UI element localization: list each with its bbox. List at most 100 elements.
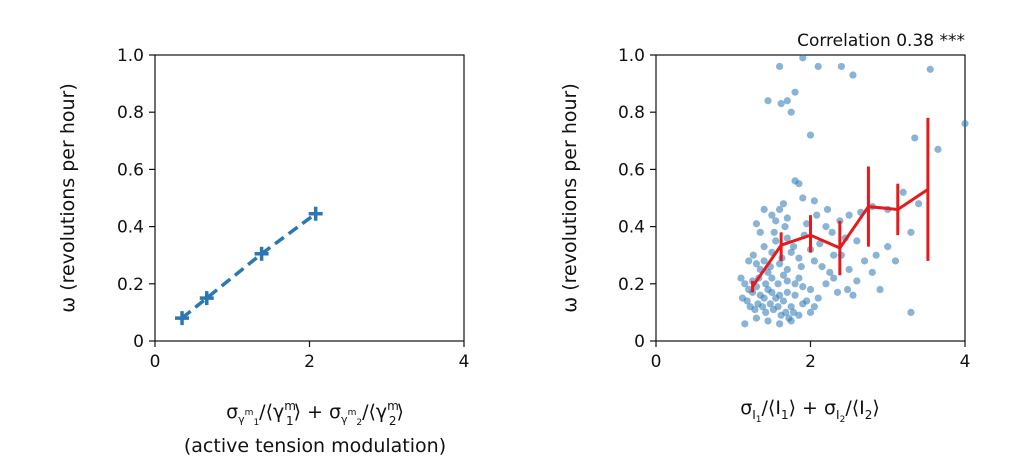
y-tick-label: 0.6	[117, 160, 144, 180]
y-tick-label: 0.6	[618, 160, 645, 180]
scatter-point	[837, 62, 846, 71]
scatter-point	[787, 108, 795, 116]
scatter-point	[868, 268, 876, 276]
scatter-point	[845, 265, 853, 274]
scatter-point	[795, 311, 803, 319]
scatter-point	[741, 320, 749, 328]
y-tick-label: 0	[634, 332, 645, 352]
scatter-point	[830, 251, 838, 259]
left-ylabel: ω (revolutions per hour)	[57, 83, 79, 313]
scatter-point	[787, 317, 795, 325]
scatter-point	[764, 268, 772, 276]
scatter-point	[891, 257, 900, 265]
scatter-point	[795, 254, 803, 262]
scatter-point	[828, 228, 836, 236]
plus-marker	[199, 291, 214, 306]
y-tick-label: 0.8	[618, 103, 645, 123]
scatter-point	[911, 134, 919, 142]
y-tick-label: 1.0	[618, 46, 645, 66]
scatter-point	[764, 317, 772, 325]
scatter-point	[803, 220, 811, 228]
scatter-point	[872, 251, 880, 259]
scatter-point	[791, 88, 799, 96]
scatter-point	[814, 294, 822, 302]
scatter-point	[806, 285, 815, 294]
scatter-point	[934, 145, 942, 153]
scatter-point	[849, 71, 857, 79]
y-tick-label: 0.8	[117, 103, 144, 123]
scatter-point	[783, 97, 791, 105]
scatter-point	[791, 280, 799, 288]
scatter-point	[789, 308, 798, 316]
right-binned-mean	[751, 117, 930, 293]
scatter-point	[741, 280, 749, 288]
scatter-point	[915, 200, 923, 208]
scatter-point	[806, 131, 815, 139]
scatter-point	[814, 62, 822, 71]
right-scatter-points	[737, 54, 969, 328]
scatter-point	[884, 243, 892, 251]
scatter-point	[783, 288, 791, 296]
scatter-point	[774, 303, 782, 311]
scatter-point	[752, 314, 761, 322]
scatter-point	[752, 260, 761, 268]
scatter-point	[799, 54, 807, 62]
scatter-point	[743, 297, 751, 305]
y-tick-label: 0.4	[618, 218, 645, 238]
scatter-point	[826, 268, 834, 276]
x-tick-label: 0	[150, 352, 161, 372]
scatter-point	[774, 280, 782, 288]
scatter-point	[876, 285, 884, 294]
scatter-point	[813, 211, 821, 219]
scatter-point	[853, 277, 861, 285]
scatter-point	[907, 228, 915, 236]
x-tick-label: 2	[805, 352, 816, 372]
scatter-point	[822, 280, 830, 288]
right-plot-frame	[655, 54, 966, 342]
scatter-point	[787, 303, 795, 311]
scatter-point	[961, 120, 969, 128]
scatter-point	[768, 211, 776, 219]
scatter-point	[830, 274, 838, 282]
scatter-point	[823, 205, 832, 214]
right-panel: 0 2 4 0 0.2 0.4 0.6 0.8 1.0 Correlation 0.38 ***…	[559, 31, 970, 425]
scatter-point	[799, 283, 807, 291]
scatter-point	[810, 257, 818, 265]
scatter-point	[818, 263, 826, 271]
scatter-point	[797, 263, 805, 271]
scatter-point	[768, 274, 776, 282]
y-tick-label: 0	[133, 332, 144, 352]
scatter-point	[762, 308, 770, 316]
x-tick-label: 4	[960, 352, 971, 372]
scatter-point	[810, 197, 818, 205]
scatter-point	[783, 277, 791, 285]
series-line	[180, 212, 317, 320]
scatter-point	[926, 65, 934, 73]
scatter-point	[776, 291, 784, 299]
scatter-point	[783, 214, 791, 222]
scatter-point	[776, 320, 784, 328]
scatter-point	[777, 100, 785, 108]
left-xlabel: σγm1/⟨γm 1⟩ + σγm2/⟨γm 2⟩	[226, 399, 404, 428]
right-ylabel: ω (revolutions per hour)	[559, 83, 581, 313]
scatter-point	[806, 308, 815, 316]
scatter-point	[843, 285, 852, 294]
right-xlabel: σI1/⟨I1⟩ + σI2/⟨I2⟩	[740, 397, 880, 425]
scatter-point	[760, 294, 768, 302]
y-tick-label: 1.0	[117, 46, 144, 66]
scatter-point	[766, 300, 774, 308]
plus-marker	[308, 206, 323, 221]
scatter-point	[751, 305, 759, 314]
scatter-point	[816, 240, 824, 248]
x-tick-label: 4	[459, 352, 470, 372]
left-axis-ticks: 0 2 4 0 0.2 0.4 0.6 0.8 1.0	[117, 46, 469, 372]
scatter-point	[845, 211, 853, 219]
scatter-point	[776, 260, 784, 268]
scatter-point	[752, 220, 761, 228]
scatter-point	[783, 265, 791, 274]
scatter-point	[822, 223, 830, 231]
scatter-point	[760, 205, 768, 214]
scatter-point	[799, 194, 807, 202]
scatter-point	[782, 308, 790, 316]
